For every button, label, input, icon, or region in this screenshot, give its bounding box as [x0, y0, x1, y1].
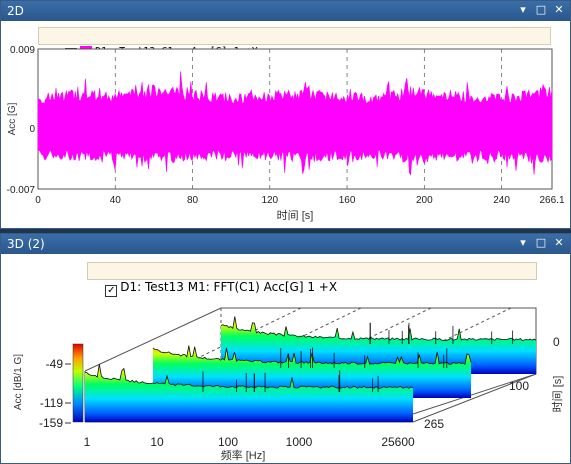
x-tick: 100: [218, 435, 238, 449]
z-axis-label: 时间 [s]: [551, 376, 564, 413]
x-tick: 80: [187, 195, 199, 206]
y-axis-label: Acc [G]: [7, 102, 18, 135]
spectrum-slice: [153, 345, 471, 398]
y-tick: -159: [39, 416, 63, 430]
z-tick: 265: [424, 417, 444, 431]
y-axis-label: Acc [dB/1 G]: [13, 354, 24, 410]
x-tick: 1: [84, 435, 91, 449]
x-tick: 160: [339, 195, 356, 206]
x-tick: 25600: [381, 435, 415, 449]
x-tick: 10: [150, 435, 164, 449]
chart-3d[interactable]: -49 -119 -159 1 10 100 1000 25600 0 100 …: [1, 254, 570, 464]
x-tick: 240: [493, 195, 510, 206]
x-tick: 266.1: [539, 195, 564, 206]
x-axis-label: 频率 [Hz]: [221, 448, 266, 462]
x-tick: 40: [110, 195, 122, 206]
y-tick: 0.009: [10, 45, 35, 56]
x-tick: 1000: [286, 435, 313, 449]
panel-3d-title: 3D (2): [7, 237, 45, 251]
y-tick: -119: [40, 396, 63, 410]
spectrum-trace: [220, 316, 537, 341]
panel-3d-titlebar[interactable]: 3D (2) ▾ □ ✕: [1, 234, 570, 254]
spectrum-trace: [84, 363, 414, 389]
y-tick: -0.007: [7, 185, 36, 196]
spectrum-slice: [221, 316, 536, 374]
close-icon[interactable]: ✕: [554, 3, 564, 16]
y-tick: -49: [46, 357, 64, 371]
y-tick: 0: [29, 124, 35, 135]
x-tick: 0: [35, 195, 41, 206]
legend-3d: ✓ D1: Test13 M1: FFT(C1) Acc[G] 1 +X: [87, 262, 537, 297]
series-checkbox[interactable]: ✓: [105, 285, 118, 297]
legend-3d-label: D1: Test13 M1: FFT(C1) Acc[G] 1 +X: [120, 280, 338, 294]
x-tick: 120: [261, 195, 278, 206]
pin-icon[interactable]: ▾: [520, 236, 526, 249]
restore-icon[interactable]: □: [535, 236, 547, 249]
close-icon[interactable]: ✕: [554, 236, 564, 249]
pin-icon[interactable]: ▾: [520, 3, 526, 16]
colorbar: [72, 343, 84, 423]
panel-3d: 3D (2) ▾ □ ✕ ✓ D1: Test13 M1: FFT(C1) Acc…: [0, 233, 571, 464]
panel-2d-title: 2D: [7, 4, 24, 18]
z-tick: 0: [553, 335, 560, 349]
panel-2d-titlebar[interactable]: 2D ▾ □ ✕: [1, 1, 570, 21]
restore-icon[interactable]: □: [535, 3, 547, 16]
panel-2d: 2D ▾ □ ✕ ✓D1: Test13 C1: Acc[G] 1 +X 040…: [0, 0, 571, 229]
z-tick: 100: [509, 379, 529, 393]
spectrum-slice: [85, 364, 413, 422]
x-axis-label: 时间 [s]: [277, 209, 314, 222]
x-tick: 200: [416, 195, 433, 206]
signal-trace: [37, 71, 553, 176]
